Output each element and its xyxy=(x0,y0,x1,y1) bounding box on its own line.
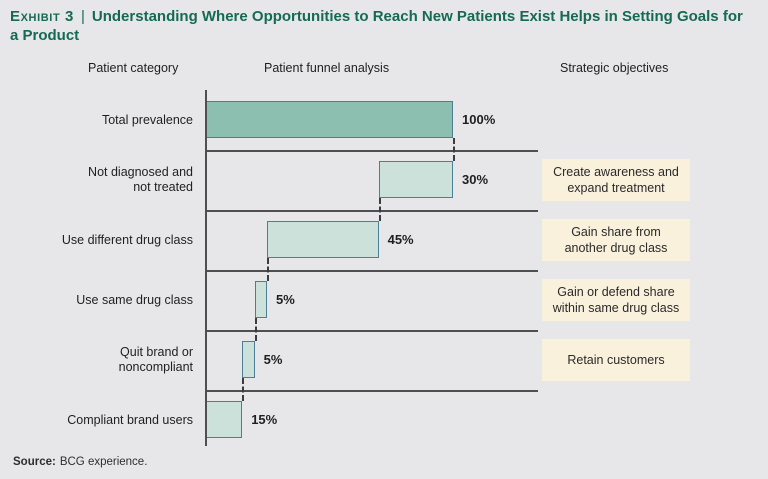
value-label: 100% xyxy=(462,112,496,127)
funnel-bar xyxy=(242,341,255,378)
exhibit-title-text: Understanding Where Opportunities to Rea… xyxy=(10,8,743,44)
source-note: Source: BCG experience. xyxy=(13,456,147,468)
value-label: 15% xyxy=(251,412,278,427)
column-header-strategic-objectives: Strategic objectives xyxy=(560,61,669,75)
row-divider xyxy=(205,330,538,332)
source-text: BCG experience. xyxy=(59,456,148,468)
row-divider xyxy=(205,150,538,152)
dashed-connector xyxy=(254,318,257,341)
category-label: Compliant brand users xyxy=(67,412,193,427)
value-label: 30% xyxy=(462,172,489,187)
funnel-bar xyxy=(267,221,379,258)
value-label: 5% xyxy=(263,352,283,367)
dashed-connector xyxy=(267,258,269,281)
funnel-bar xyxy=(205,101,453,138)
strategic-objective-box: Gain share from another drug class xyxy=(542,219,690,261)
value-label: 45% xyxy=(387,232,414,247)
funnel-bar xyxy=(254,281,267,318)
dashed-connector xyxy=(453,138,455,161)
column-header-funnel-analysis: Patient funnel analysis xyxy=(264,61,390,75)
row-divider xyxy=(205,210,538,212)
category-label: Use same drug class xyxy=(76,292,193,307)
row-divider xyxy=(205,270,538,272)
exhibit-number: Exhibit 3 xyxy=(10,8,74,25)
funnel-axis xyxy=(205,90,207,446)
title-separator: | xyxy=(80,8,85,25)
category-label: Total prevalence xyxy=(101,112,193,127)
category-label: Not diagnosed and not treated xyxy=(88,165,193,194)
strategic-objective-box: Gain or defend share within same drug cl… xyxy=(542,279,690,321)
funnel-bar xyxy=(205,401,243,438)
strategic-objective-box: Retain customers xyxy=(542,339,690,381)
category-label: Quit brand or noncompliant xyxy=(118,345,193,374)
dashed-connector xyxy=(378,198,381,221)
dashed-connector xyxy=(242,378,245,401)
column-header-patient-category: Patient category xyxy=(88,61,179,75)
value-label: 5% xyxy=(276,292,295,307)
exhibit-title: Exhibit 3 | Understanding Where Opportunit… xyxy=(10,7,752,45)
source-label: Source: xyxy=(13,456,56,468)
row-divider xyxy=(205,390,538,392)
category-label: Use different drug class xyxy=(61,232,193,247)
funnel-bar xyxy=(378,161,453,198)
strategic-objective-box: Create awareness and expand treatment xyxy=(542,159,690,201)
